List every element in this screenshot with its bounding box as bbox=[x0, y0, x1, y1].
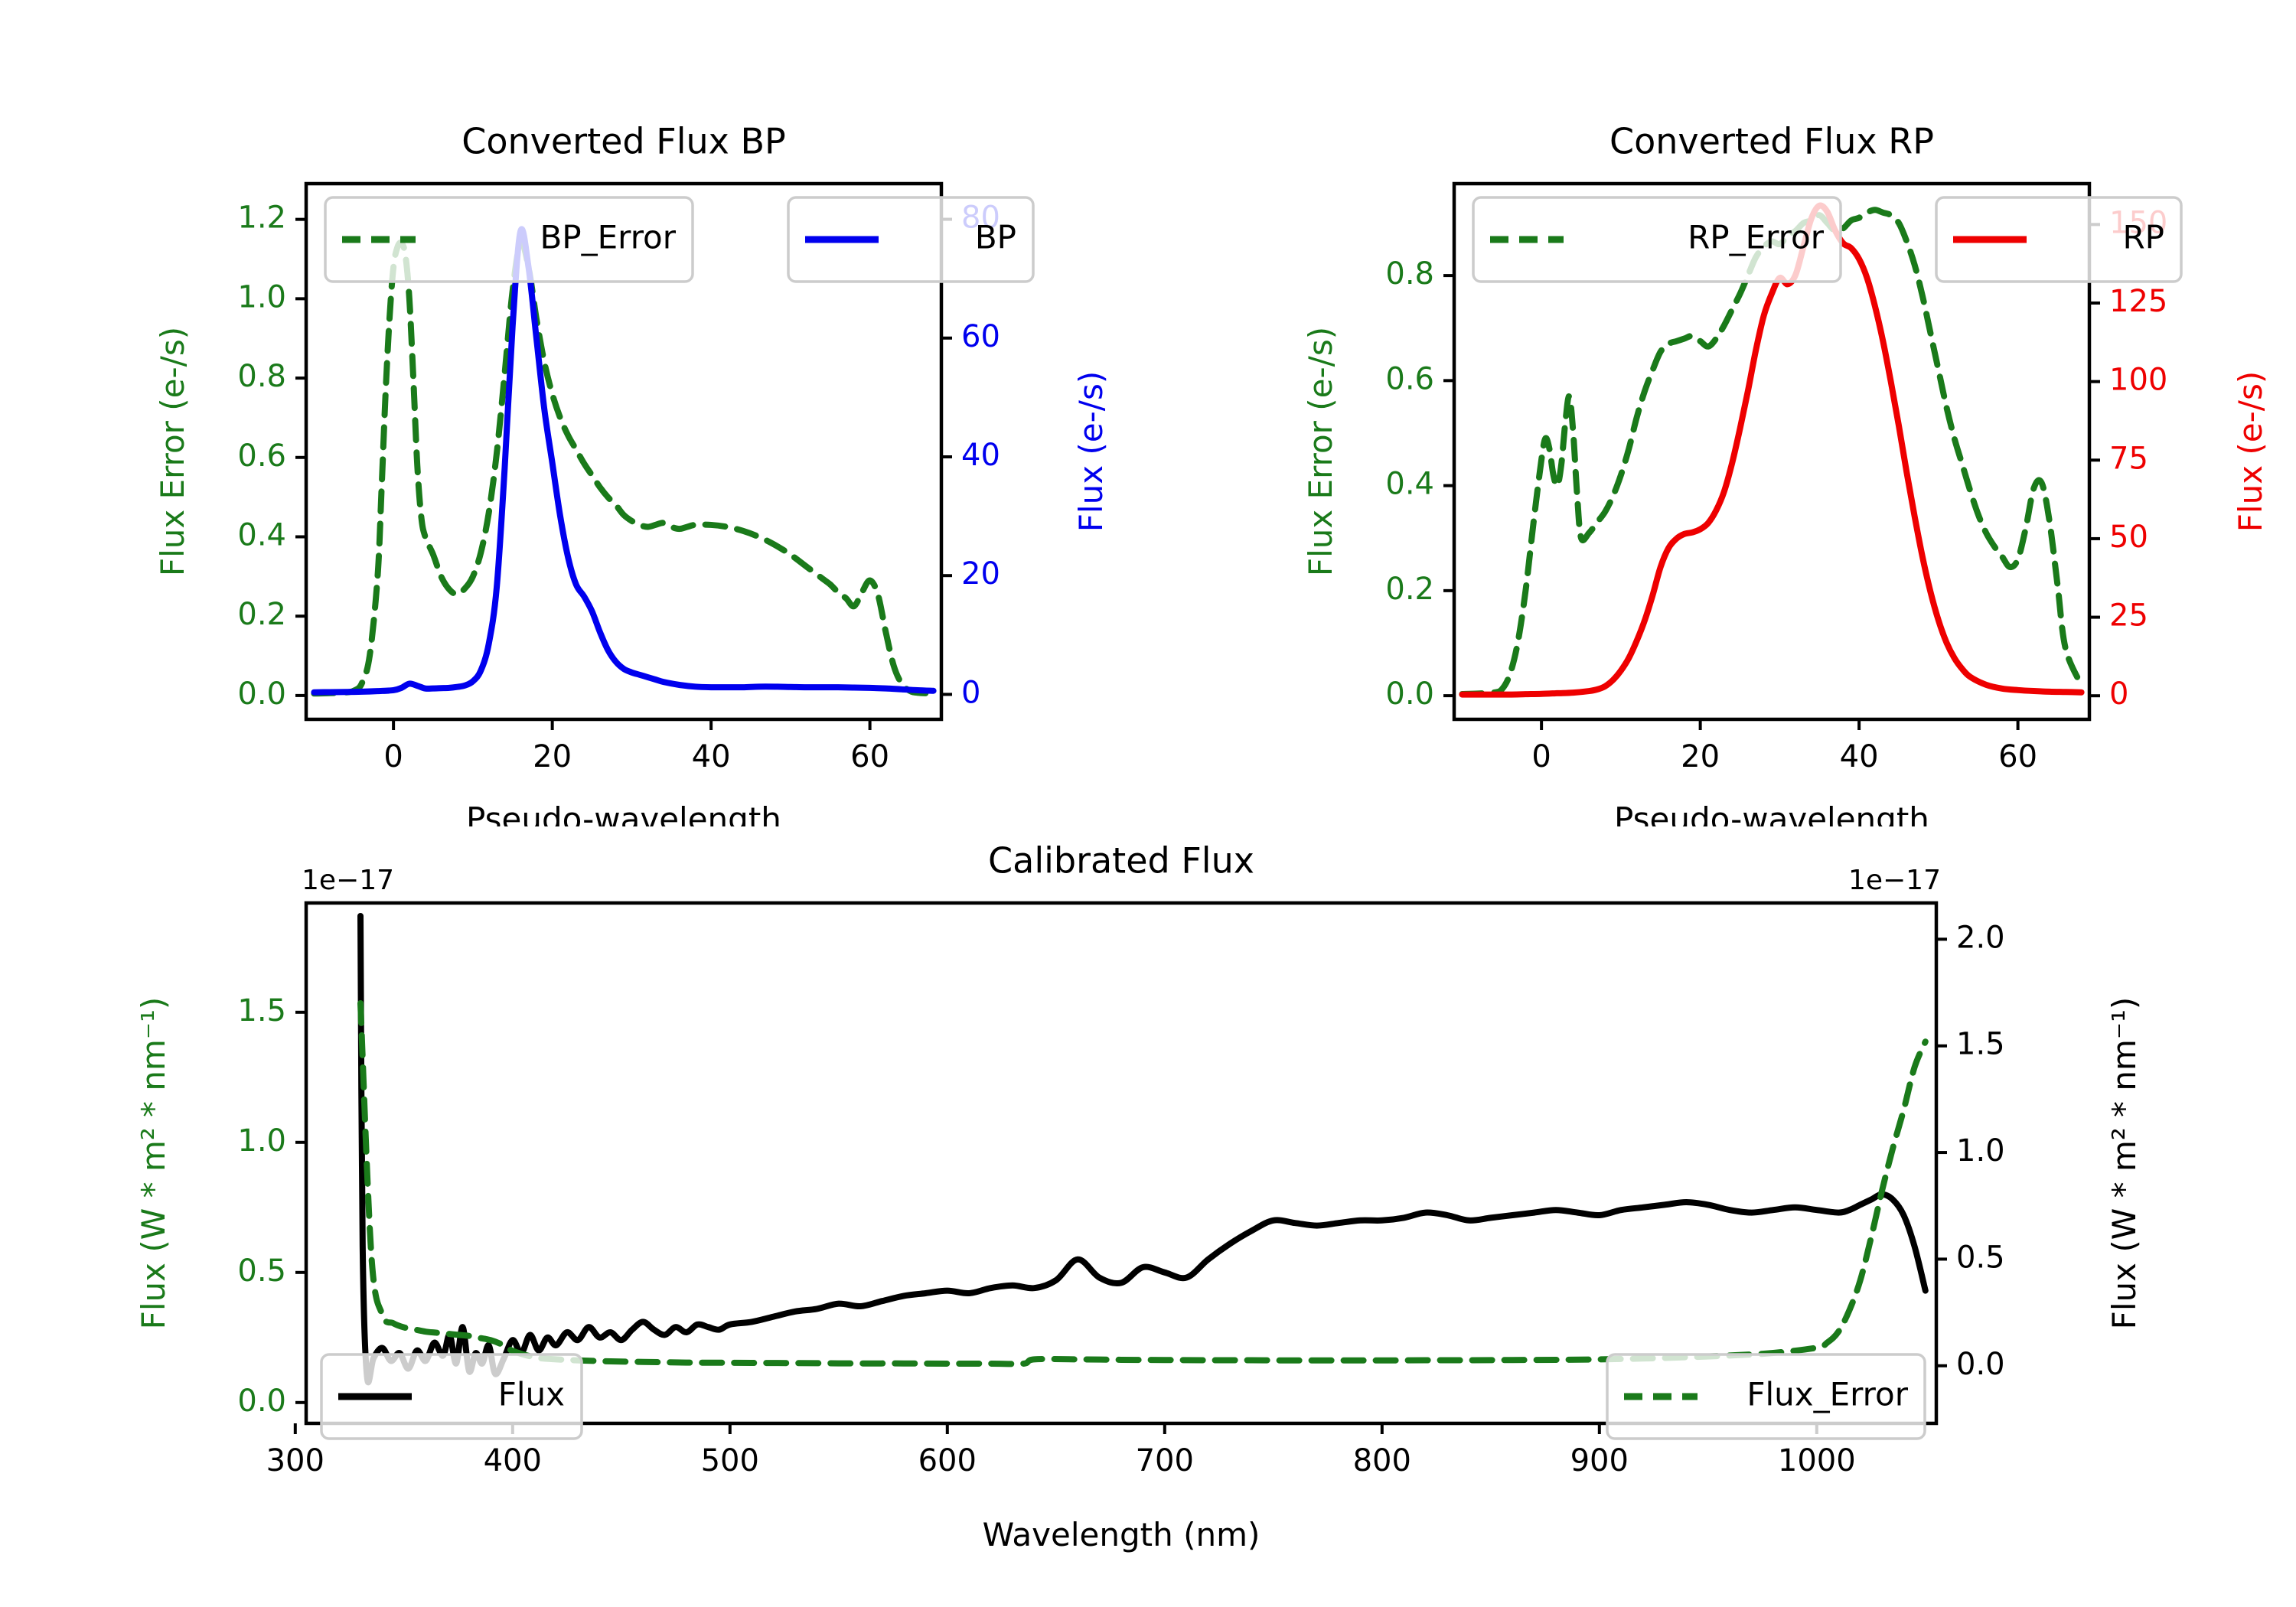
x-tick-label: 400 bbox=[484, 1443, 542, 1478]
y-axis-label-left: Flux Error (e-/s) bbox=[154, 327, 191, 576]
legend-bp[interactable]: BP bbox=[787, 196, 1035, 283]
y-tick-label-left: 0.4 bbox=[1385, 467, 1434, 502]
x-tick-label: 700 bbox=[1136, 1443, 1194, 1478]
x-tick-label: 60 bbox=[1998, 739, 2037, 774]
series-bp bbox=[311, 226, 937, 696]
y-tick-label-right: 1.5 bbox=[1956, 1027, 2005, 1062]
y-tick-label-left: 0.6 bbox=[237, 438, 286, 474]
panel-converted-flux-rp: Converted Flux RP 0 20 40 60 Pseudo-wavelengt… bbox=[1302, 121, 2269, 827]
y-tick-label-left: 1.5 bbox=[237, 993, 286, 1028]
y-tick-label-right: 0 bbox=[2109, 676, 2128, 712]
series-flux-error bbox=[357, 999, 1929, 1367]
legend-flux-error[interactable]: Flux_Error bbox=[1606, 1353, 1926, 1440]
legend-rp[interactable]: RP bbox=[1935, 196, 2183, 283]
y-axis-label-right: Flux (e-/s) bbox=[2232, 371, 2269, 532]
plot-frame bbox=[304, 181, 944, 722]
y-tick-label-left: 0.8 bbox=[1385, 256, 1434, 292]
series-rp bbox=[1459, 202, 2085, 698]
y-offset-label-right: 1e−17 bbox=[1848, 865, 1941, 896]
y-tick-label-left: 0.4 bbox=[237, 517, 286, 553]
y-tick-label-left: 0.6 bbox=[1385, 361, 1434, 396]
x-tick-label: 0 bbox=[383, 739, 403, 774]
legend-bp-error[interactable]: BP_Error bbox=[324, 196, 694, 283]
x-tick-label: 300 bbox=[266, 1443, 325, 1478]
x-tick-label: 40 bbox=[1840, 739, 1879, 774]
y-tick-label-right: 1.0 bbox=[1956, 1133, 2005, 1169]
y-offset-label-left: 1e−17 bbox=[302, 865, 394, 896]
y-tick-label-left: 1.2 bbox=[237, 200, 286, 236]
legend-label: Flux_Error bbox=[1746, 1376, 1908, 1413]
y-tick-label-right: 75 bbox=[2109, 441, 2148, 476]
panel-title: Calibrated Flux bbox=[988, 840, 1254, 882]
legend-label: BP bbox=[975, 219, 1016, 256]
legend-label: RP bbox=[2122, 219, 2164, 256]
y-axis-label-left: Flux (W * m² * nm⁻¹) bbox=[135, 997, 172, 1330]
legend-flux[interactable]: Flux bbox=[320, 1353, 583, 1440]
y-tick-label-left: 0.5 bbox=[237, 1253, 286, 1289]
y-tick-label-right: 60 bbox=[961, 319, 1000, 354]
y-tick-label-right: 0.5 bbox=[1956, 1240, 2005, 1275]
y-tick-label-right: 0 bbox=[961, 675, 980, 710]
y-tick-label-left: 0.8 bbox=[237, 359, 286, 394]
y-tick-label-left: 0.0 bbox=[237, 1384, 286, 1419]
y-tick-label-right: 20 bbox=[961, 556, 1000, 592]
x-tick-label: 60 bbox=[850, 739, 889, 774]
x-tick-label: 20 bbox=[533, 739, 572, 774]
plot-frame bbox=[1452, 181, 2092, 722]
y-tick-label-left: 1.0 bbox=[237, 279, 286, 315]
y-tick-label-right: 2.0 bbox=[1956, 920, 2005, 955]
x-axis-label: Pseudo-wavelength bbox=[1614, 800, 1929, 826]
y-tick-label-right: 40 bbox=[961, 438, 1000, 473]
legend-label: Flux bbox=[498, 1376, 565, 1413]
x-axis-label: Pseudo-wavelength bbox=[466, 800, 781, 826]
y-tick-label-right: 25 bbox=[2109, 598, 2148, 634]
series-bp-error bbox=[311, 239, 937, 697]
x-tick-label: 800 bbox=[1353, 1443, 1411, 1478]
x-tick-label: 20 bbox=[1681, 739, 1720, 774]
x-tick-label: 500 bbox=[701, 1443, 759, 1478]
y-tick-label-left: 0.2 bbox=[1385, 572, 1434, 607]
y-axis-label-right: Flux (W * m² * nm⁻¹) bbox=[2105, 997, 2143, 1330]
plot-frame bbox=[304, 901, 1939, 1426]
x-tick-label: 0 bbox=[1531, 739, 1551, 774]
y-tick-label-right: 0.0 bbox=[1956, 1347, 2005, 1382]
y-axis-label-right: Flux (e-/s) bbox=[1072, 371, 1110, 532]
y-tick-label-left: 0.2 bbox=[237, 597, 286, 632]
x-tick-label: 900 bbox=[1570, 1443, 1629, 1478]
x-tick-label: 1000 bbox=[1778, 1443, 1856, 1478]
y-tick-label-left: 0.0 bbox=[237, 676, 286, 712]
panel-title: Converted Flux BP bbox=[461, 121, 786, 162]
panel-converted-flux-bp: Converted Flux BP 0 20 40 60 Pseudo-wavelengt… bbox=[154, 121, 1110, 827]
legend-rp-error[interactable]: RP_Error bbox=[1472, 196, 1842, 283]
y-axis-label-left: Flux Error (e-/s) bbox=[1302, 327, 1339, 576]
y-tick-label-right: 100 bbox=[2109, 363, 2167, 398]
x-tick-label: 40 bbox=[692, 739, 731, 774]
y-tick-label-right: 50 bbox=[2109, 520, 2148, 555]
y-tick-label-left: 0.0 bbox=[1385, 676, 1434, 712]
x-tick-label: 600 bbox=[918, 1443, 977, 1478]
panel-title: Converted Flux RP bbox=[1609, 121, 1934, 162]
x-axis-label: Wavelength (nm) bbox=[983, 1516, 1261, 1553]
legend-label: BP_Error bbox=[540, 219, 676, 256]
series-flux bbox=[357, 913, 1929, 1386]
y-tick-label-left: 1.0 bbox=[237, 1123, 286, 1159]
panel-calibrated-flux: Calibrated Flux 300 400 500 600 700 800 900 1000… bbox=[135, 840, 2143, 1554]
legend-label: RP_Error bbox=[1688, 219, 1825, 256]
y-tick-label-right: 125 bbox=[2109, 284, 2167, 319]
